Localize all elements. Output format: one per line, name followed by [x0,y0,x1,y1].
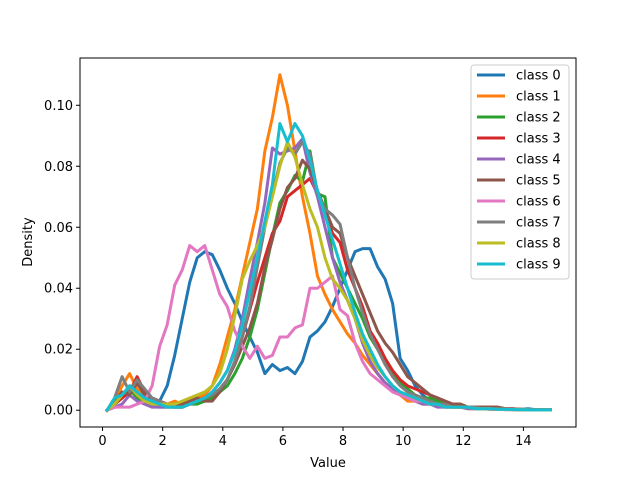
legend: class 0 class 1 class 2 class 3 class 4 class… [470,64,570,280]
legend-label-class-1: class 1 [516,90,561,105]
legend-label-class-3: class 3 [516,132,561,147]
y-tick-label: 0.02 [44,343,73,358]
plot-area-frame [79,57,577,428]
legend-label-class-0: class 0 [516,69,561,84]
legend-label-class-2: class 2 [516,111,561,126]
x-tick-label: 0 [98,434,106,449]
y-tick-label: 0.08 [44,160,73,175]
x-tick-label: 8 [339,434,347,449]
y-axis-label: Density [21,217,36,267]
series-layer [104,73,552,413]
x-axis-label: Value [310,456,346,471]
y-tick-label: 0.00 [44,404,73,419]
x-tick-label: 4 [219,434,227,449]
y-tick-label: 0.04 [44,282,73,297]
legend-label-class-5: class 5 [516,174,561,189]
legend-items: class 0 class 1 class 2 class 3 class 4 class… [477,69,561,273]
x-tick-label: 14 [515,434,532,449]
x-tick-label: 6 [279,434,287,449]
y-tick-label: 0.10 [44,99,73,114]
x-tick-label: 10 [395,434,412,449]
x-axis-ticks: 0 2 4 6 8 10 12 14 [98,427,532,449]
legend-label-class-9: class 9 [516,258,561,273]
series-line-class-9 [104,122,552,413]
legend-label-class-7: class 7 [516,216,561,231]
y-axis-ticks: 0.00 0.02 0.04 0.06 0.08 0.10 [44,99,80,419]
legend-label-class-6: class 6 [516,195,561,210]
legend-label-class-8: class 8 [516,237,561,252]
legend-label-class-4: class 4 [516,153,561,168]
x-tick-label: 12 [455,434,472,449]
y-tick-label: 0.06 [44,221,73,236]
x-tick-label: 2 [159,434,167,449]
